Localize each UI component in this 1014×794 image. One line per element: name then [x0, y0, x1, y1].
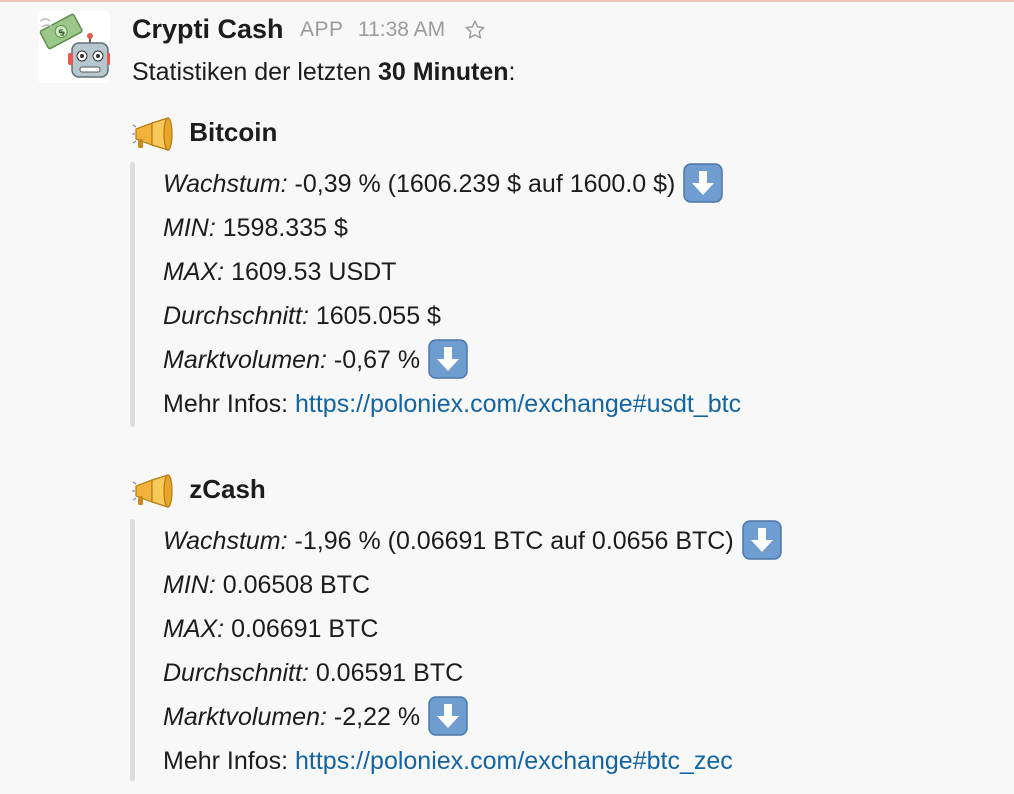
more-info-label: Mehr Infos:: [163, 390, 295, 418]
max-label: MAX:: [163, 615, 225, 643]
average-label: Durchschnitt:: [163, 302, 309, 330]
max-label: MAX:: [163, 258, 225, 286]
volume-row: Marktvolumen: -0,67 %: [163, 338, 741, 382]
growth-row: Wachstum: -1,96 % (0.06691 BTC auf 0.065…: [163, 519, 782, 563]
volume-label: Marktvolumen:: [163, 346, 327, 374]
average-value: 1605.055 $: [308, 302, 441, 330]
svg-text:$: $: [57, 27, 67, 39]
volume-row: Marktvolumen: -2,22 %: [163, 695, 782, 739]
growth-value: -1,96 % (0.06691 BTC auf 0.0656 BTC): [287, 527, 734, 555]
intro-prefix: Statistiken der letzten: [132, 58, 378, 86]
coin-name: zCash: [189, 474, 266, 504]
min-value: 1598.335 $: [215, 214, 348, 242]
growth-value: -0,39 % (1606.239 $ auf 1600.0 $): [287, 170, 676, 198]
intro-text: Statistiken der letzten 30 Minuten:: [132, 58, 516, 87]
average-label: Durchschnitt:: [163, 659, 309, 687]
average-row: Durchschnitt: 1605.055 $: [163, 294, 741, 338]
money-robot-icon[interactable]: $: [38, 11, 110, 83]
growth-label: Wachstum:: [163, 170, 288, 198]
more-info-label: Mehr Infos:: [163, 747, 295, 775]
min-label: MIN:: [163, 571, 216, 599]
app-badge: APP: [300, 17, 344, 41]
average-row: Durchschnitt: 0.06591 BTC: [163, 651, 782, 695]
attachment-bar: [130, 162, 135, 427]
top-divider: [0, 0, 1014, 2]
down-arrow-icon: [428, 696, 468, 737]
down-arrow-icon: [428, 339, 468, 380]
max-row: MAX: 1609.53 USDT: [163, 250, 741, 294]
intro-bold: 30 Minuten: [377, 58, 509, 86]
intro-suffix: :: [508, 58, 516, 86]
coin-stats-zcash: Wachstum: -1,96 % (0.06691 BTC auf 0.065…: [130, 519, 990, 781]
volume-value: -2,22 %: [326, 703, 421, 731]
volume-label: Marktvolumen:: [163, 703, 327, 731]
down-arrow-icon: [683, 163, 724, 204]
exchange-link[interactable]: https://poloniex.com/exchange#btc_zec: [295, 747, 733, 775]
megaphone-icon: [132, 474, 176, 508]
volume-value: -0,67 %: [326, 346, 421, 374]
exchange-link[interactable]: https://poloniex.com/exchange#usdt_btc: [295, 390, 742, 418]
megaphone-icon: [132, 117, 176, 151]
sender-name[interactable]: Crypti Cash: [132, 14, 284, 44]
max-value: 1609.53 USDT: [224, 258, 397, 286]
min-row: MIN: 0.06508 BTC: [163, 563, 782, 607]
coin-title-bitcoin: Bitcoin: [132, 115, 278, 151]
more-info-row: Mehr Infos: https://poloniex.com/exchang…: [163, 382, 741, 426]
max-row: MAX: 0.06691 BTC: [163, 607, 782, 651]
coin-stats-bitcoin: Wachstum: -0,39 % (1606.239 $ auf 1600.0…: [130, 162, 990, 427]
timestamp[interactable]: 11:38 AM: [357, 17, 446, 41]
average-value: 0.06591 BTC: [308, 659, 464, 687]
coin-title-zcash: zCash: [132, 472, 266, 508]
more-info-row: Mehr Infos: https://poloniex.com/exchang…: [163, 739, 782, 783]
min-row: MIN: 1598.335 $: [163, 206, 741, 250]
min-value: 0.06508 BTC: [215, 571, 371, 599]
down-arrow-icon: [741, 520, 782, 561]
attachment-bar: [130, 519, 135, 781]
min-label: MIN:: [163, 214, 216, 242]
max-value: 0.06691 BTC: [224, 615, 379, 643]
coin-name: Bitcoin: [189, 117, 278, 147]
growth-label: Wachstum:: [163, 527, 288, 555]
message-header: Crypti Cash APP 11:38 AM: [132, 14, 486, 48]
star-outline-icon[interactable]: [464, 19, 486, 41]
growth-row: Wachstum: -0,39 % (1606.239 $ auf 1600.0…: [163, 162, 741, 206]
